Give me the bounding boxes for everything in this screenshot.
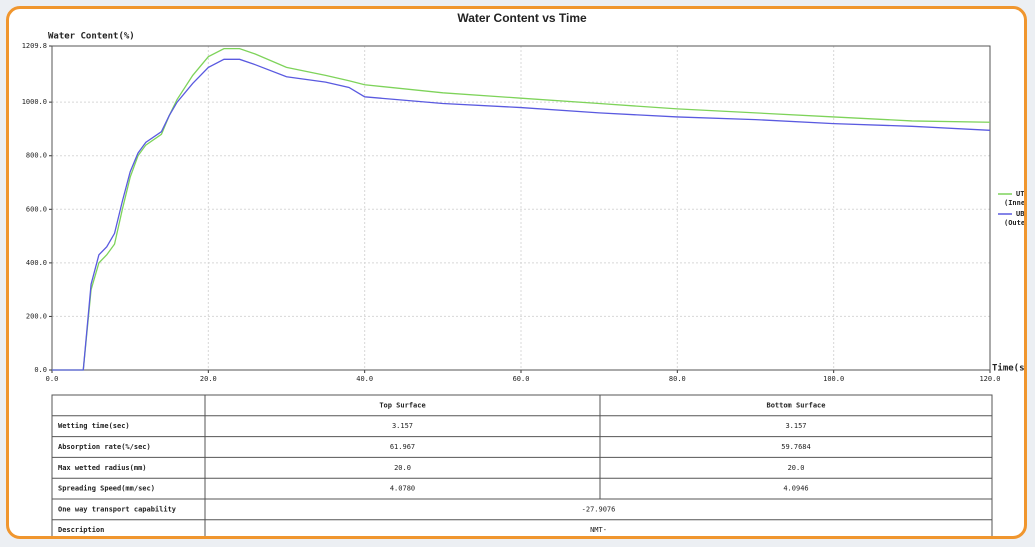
series-line [52, 47, 991, 371]
legend-label: UB(Outer [1004, 210, 1024, 227]
cell: -27.9076 [582, 505, 616, 513]
table-frame [51, 394, 993, 536]
cell: 4.0946 [783, 485, 808, 493]
y-axis-label: Water Content(%) [48, 32, 135, 42]
legend-label: UT(Inner [1004, 190, 1024, 207]
cell: 3.157 [392, 422, 413, 430]
chart: Water Content vs Time Water Content(%) T… [22, 11, 1024, 536]
y-tick-label: 1209.8 [22, 42, 47, 50]
cell: 59.7684 [781, 443, 811, 451]
x-tick-label: 60.0 [513, 375, 530, 383]
row-label: Absorption rate(%/sec) [58, 443, 151, 451]
row-label: One way transport capability [58, 505, 177, 513]
y-tick-label: 600.0 [26, 205, 47, 213]
row-label: Max wetted radius(mm) [58, 464, 147, 472]
x-tick-label: 0.0 [46, 375, 59, 383]
cell: 61.967 [390, 443, 415, 451]
y-tick-label: 400.0 [26, 259, 47, 267]
table-header: Bottom Surface [766, 401, 825, 409]
x-tick-label: 40.0 [356, 375, 373, 383]
cell: 4.0780 [390, 485, 415, 493]
cell: NMT- [590, 526, 607, 534]
x-axis-label: Time(s) [992, 363, 1024, 374]
x-tick-label: 100.0 [823, 375, 844, 383]
row-label: Description [58, 526, 104, 534]
row-label: Wetting time(sec) [58, 422, 130, 430]
x-tick-label: 120.0 [979, 375, 1000, 383]
x-tick-label: 20.0 [200, 375, 217, 383]
row-label: Spreading Speed(mm/sec) [58, 485, 155, 493]
chart-title: Water Content vs Time [457, 11, 587, 25]
table-header: Top Surface [379, 401, 425, 409]
cell: 20.0 [788, 464, 805, 472]
cell: 3.157 [785, 422, 806, 430]
y-tick-label: 1000.0 [22, 98, 47, 106]
x-tick-label: 80.0 [669, 375, 686, 383]
plot-frame [51, 45, 991, 371]
cell: 20.0 [394, 464, 411, 472]
y-tick-label: 800.0 [26, 152, 47, 160]
y-tick-label: 200.0 [26, 312, 47, 320]
y-tick-label: 0.0 [34, 366, 47, 374]
frame: Water Content vs Time Water Content(%) T… [6, 6, 1027, 539]
series-line [52, 58, 991, 371]
